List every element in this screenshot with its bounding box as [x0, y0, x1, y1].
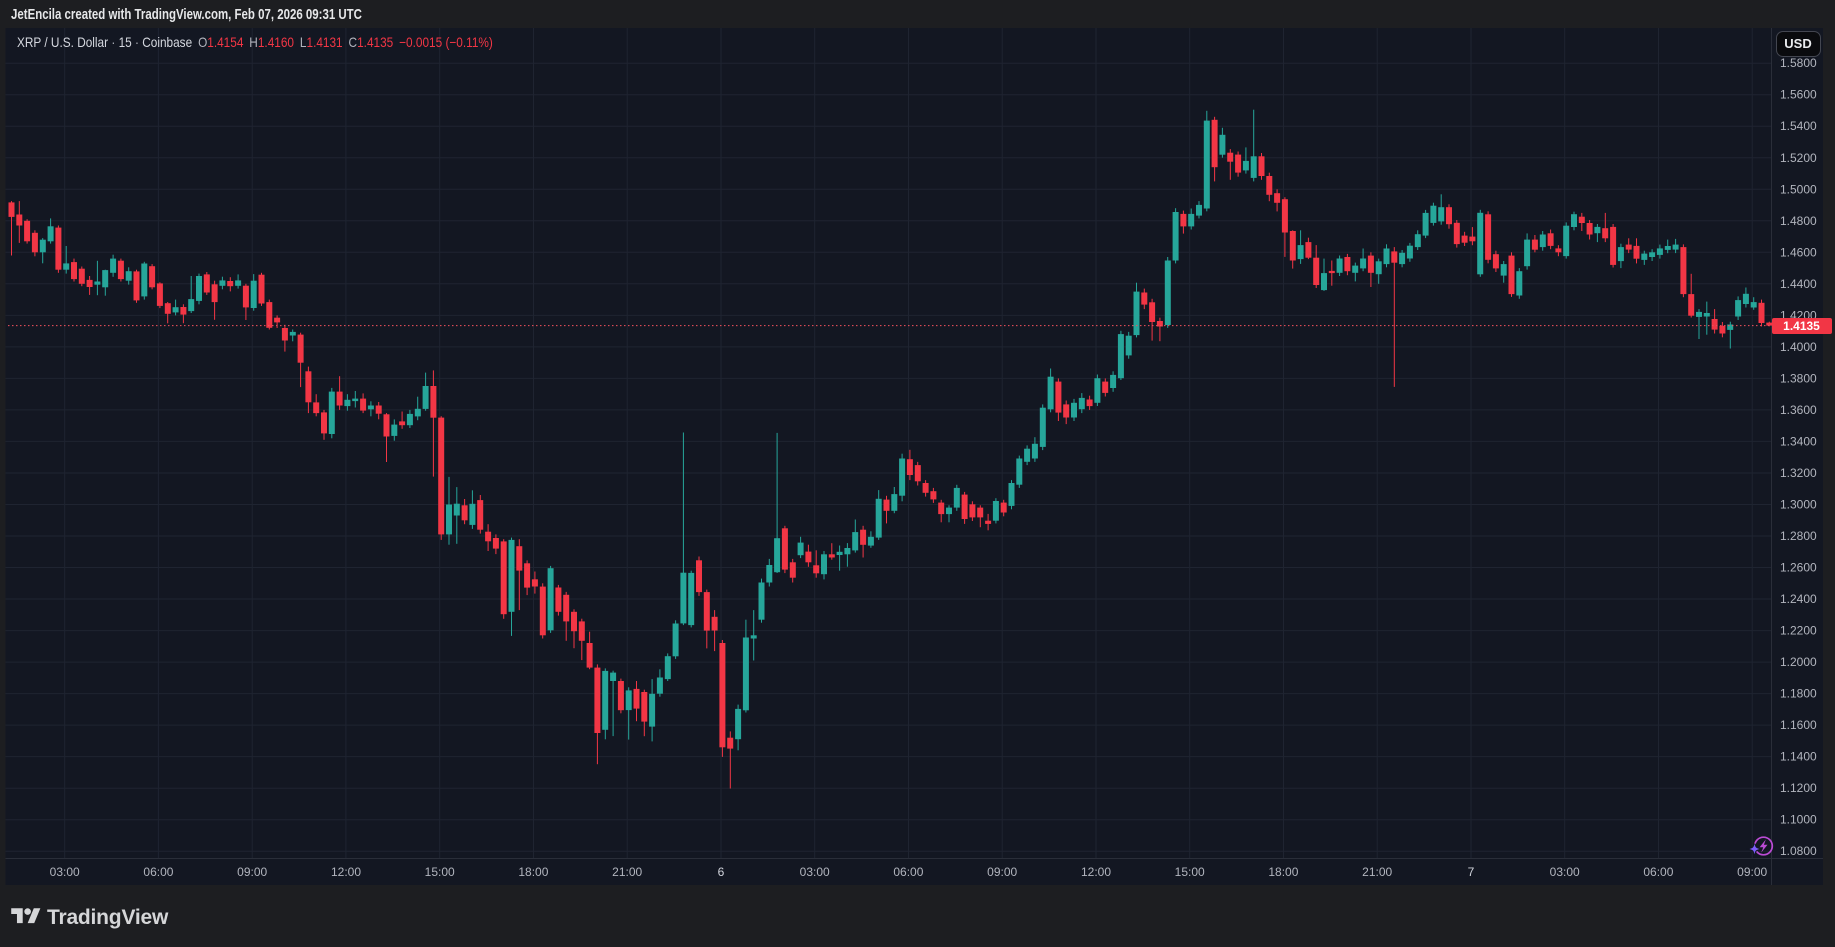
- svg-text:1.2400: 1.2400: [1780, 592, 1817, 606]
- svg-text:7: 7: [1468, 865, 1475, 879]
- svg-text:1.0800: 1.0800: [1780, 844, 1817, 858]
- svg-text:06:00: 06:00: [143, 865, 173, 879]
- svg-text:1.5600: 1.5600: [1780, 88, 1817, 102]
- svg-text:06:00: 06:00: [1643, 865, 1673, 879]
- svg-text:09:00: 09:00: [1737, 865, 1767, 879]
- svg-text:1.4800: 1.4800: [1780, 214, 1817, 228]
- svg-text:1.4600: 1.4600: [1780, 245, 1817, 259]
- svg-text:1.3600: 1.3600: [1780, 403, 1817, 417]
- svg-text:03:00: 03:00: [800, 865, 830, 879]
- svg-text:1.5400: 1.5400: [1780, 119, 1817, 133]
- svg-text:03:00: 03:00: [1550, 865, 1580, 879]
- svg-text:18:00: 18:00: [518, 865, 548, 879]
- svg-text:06:00: 06:00: [893, 865, 923, 879]
- svg-text:09:00: 09:00: [987, 865, 1017, 879]
- svg-text:1.1400: 1.1400: [1780, 750, 1817, 764]
- svg-text:21:00: 21:00: [1362, 865, 1392, 879]
- svg-text:1.3800: 1.3800: [1780, 371, 1817, 385]
- svg-text:09:00: 09:00: [237, 865, 267, 879]
- svg-text:1.2000: 1.2000: [1780, 655, 1817, 669]
- svg-text:1.3000: 1.3000: [1780, 498, 1817, 512]
- svg-text:15:00: 15:00: [1175, 865, 1205, 879]
- svg-text:1.1600: 1.1600: [1780, 718, 1817, 732]
- svg-text:6: 6: [718, 865, 725, 879]
- svg-text:1.5200: 1.5200: [1780, 151, 1817, 165]
- svg-text:1.1200: 1.1200: [1780, 781, 1817, 795]
- svg-text:1.2200: 1.2200: [1780, 624, 1817, 638]
- svg-text:12:00: 12:00: [1081, 865, 1111, 879]
- svg-text:1.4000: 1.4000: [1780, 340, 1817, 354]
- svg-text:1.2800: 1.2800: [1780, 529, 1817, 543]
- svg-text:1.1000: 1.1000: [1780, 813, 1817, 827]
- svg-text:15:00: 15:00: [425, 865, 455, 879]
- svg-text:1.5000: 1.5000: [1780, 182, 1817, 196]
- svg-text:1.5800: 1.5800: [1780, 56, 1817, 70]
- svg-text:21:00: 21:00: [612, 865, 642, 879]
- svg-text:1.3400: 1.3400: [1780, 434, 1817, 448]
- svg-text:1.4400: 1.4400: [1780, 277, 1817, 291]
- svg-text:1.1800: 1.1800: [1780, 687, 1817, 701]
- svg-text:12:00: 12:00: [331, 865, 361, 879]
- svg-text:1.3200: 1.3200: [1780, 466, 1817, 480]
- svg-text:1.2600: 1.2600: [1780, 561, 1817, 575]
- svg-text:03:00: 03:00: [50, 865, 80, 879]
- svg-text:18:00: 18:00: [1268, 865, 1298, 879]
